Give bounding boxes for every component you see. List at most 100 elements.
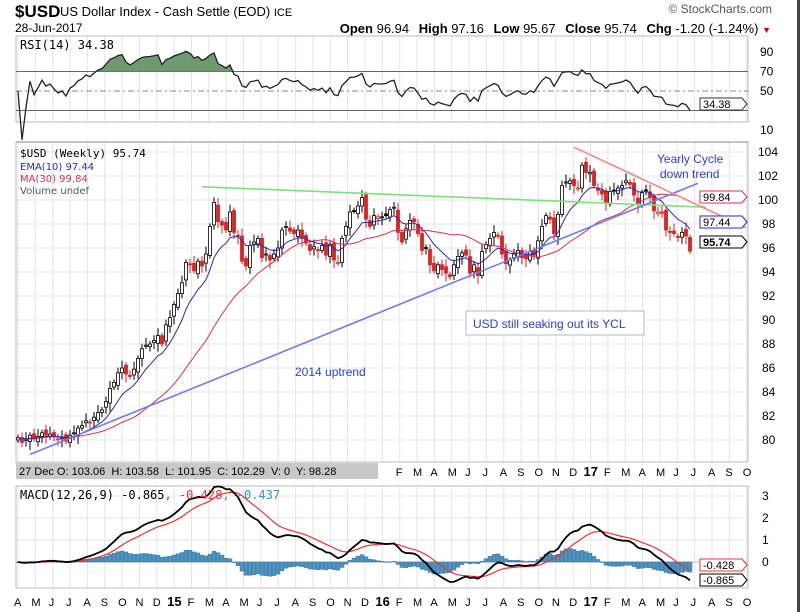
macd-histogram-bar — [459, 561, 465, 565]
svg-text:99.84: 99.84 — [703, 192, 731, 204]
copyright[interactable]: © StockCharts.com — [668, 2, 772, 16]
macd-histogram-bar — [347, 560, 353, 563]
macd-histogram-bar — [499, 555, 505, 563]
candle-body — [380, 216, 384, 219]
macd-histogram-bar — [355, 556, 361, 563]
candle-body — [160, 335, 164, 345]
macd-histogram-bar — [611, 561, 617, 567]
month-label: A — [292, 597, 300, 609]
candle-body — [420, 233, 424, 251]
month-label: N — [344, 597, 352, 609]
ma-legend: MA(30) 99.84 — [20, 174, 88, 185]
macd-histogram-bar — [387, 561, 393, 563]
candle-body — [584, 161, 588, 173]
month-label: F — [604, 597, 611, 609]
rsi-tick-label: 10 — [760, 123, 774, 137]
candle-body — [464, 249, 468, 256]
macd-histogram-bar — [307, 561, 313, 570]
month-label: M — [656, 467, 665, 479]
macd-histogram-bar — [603, 561, 609, 566]
candle-body — [296, 229, 300, 237]
macd-histogram-bar — [371, 559, 377, 563]
month-label: O — [118, 597, 127, 609]
month-label: J — [673, 597, 679, 609]
candle-body — [412, 218, 416, 223]
macd-histogram-bar — [587, 552, 593, 563]
candle-body — [272, 253, 276, 259]
candle-body — [156, 335, 160, 344]
macd-histogram-bar — [583, 551, 589, 563]
month-label: N — [135, 597, 143, 609]
candle-body — [232, 210, 236, 233]
month-label: M — [413, 467, 422, 479]
high-label: High — [418, 21, 448, 36]
macd-histogram-bar — [483, 558, 489, 563]
candle-body — [556, 213, 560, 237]
month-label: 17 — [584, 594, 598, 609]
candle-body — [316, 249, 320, 252]
macd-histogram-bar — [203, 555, 209, 563]
macd-histogram-bar — [199, 554, 205, 563]
svg-text:97.44: 97.44 — [703, 217, 731, 229]
candle-body — [72, 432, 76, 435]
candle-body — [672, 230, 676, 235]
month-label: J — [465, 597, 471, 609]
trendline-yearly-cycle-down-trend — [573, 146, 747, 229]
candle-body — [100, 409, 104, 413]
macd-histogram-bar — [655, 561, 661, 571]
candle-body — [324, 242, 328, 256]
candle-body — [140, 348, 144, 359]
chg-value: -1.20 (-1.24%) — [675, 21, 759, 36]
month-label: S — [517, 597, 524, 609]
exchange: ICE — [273, 7, 293, 19]
macd-histogram-bar — [147, 553, 153, 563]
month-label: J — [66, 597, 72, 609]
price-tick-label: 92 — [762, 289, 776, 303]
macd-histogram-bar — [259, 561, 265, 576]
chart-date: 28-Jun-2017 — [15, 21, 83, 35]
candle-body — [628, 181, 632, 185]
month-label: M — [31, 597, 40, 609]
annotation-down-trend: down trend — [660, 167, 719, 181]
macd-legend-signal: , -0.428 — [165, 488, 223, 502]
macd-histogram-bar — [591, 556, 597, 563]
annotation-box — [465, 310, 645, 336]
macd-histogram-bar — [243, 561, 249, 576]
month-label: J — [257, 597, 263, 609]
candle-body — [356, 205, 360, 215]
macd-histogram-bar — [575, 551, 581, 563]
candle-body — [456, 255, 460, 269]
macd-tick-label: 3 — [762, 489, 769, 503]
month-label: J — [691, 467, 697, 479]
month-label: O — [743, 467, 752, 479]
macd-histogram-bar — [619, 561, 625, 567]
candle-body — [300, 229, 304, 239]
open-value: 96.94 — [376, 21, 410, 36]
macd-plot — [15, 485, 748, 583]
month-label: M — [240, 597, 249, 609]
macd-histogram-bar — [251, 561, 257, 575]
macd-histogram-bar — [351, 557, 357, 563]
macd-histogram-bar — [267, 561, 273, 577]
macd-histogram-bar — [167, 556, 173, 563]
macd-histogram-bar — [527, 560, 533, 563]
month-label: F — [188, 597, 195, 609]
macd-histogram-bar — [303, 561, 309, 568]
readout-text: 27 Dec O: 103.06 H: 103.58 L: 101.95 C: … — [19, 466, 336, 478]
macd-panel — [15, 485, 749, 589]
macd-histogram-bar — [115, 551, 121, 563]
macd-histogram-bar — [615, 561, 621, 567]
macd-histogram-bar — [359, 554, 365, 563]
candle-body — [348, 211, 352, 229]
annotation-yearly-cycle: Yearly Cycle — [657, 152, 724, 166]
candle-body — [180, 282, 184, 294]
candle-body — [276, 247, 280, 258]
candle-body — [644, 189, 648, 192]
macd-histogram-bar — [503, 558, 509, 563]
candle-body — [176, 293, 180, 308]
candle-body — [216, 204, 220, 222]
candle-body — [624, 180, 628, 184]
macd-histogram-bar — [679, 561, 685, 573]
month-label: F — [604, 467, 611, 479]
macd-histogram-bar — [339, 561, 345, 568]
